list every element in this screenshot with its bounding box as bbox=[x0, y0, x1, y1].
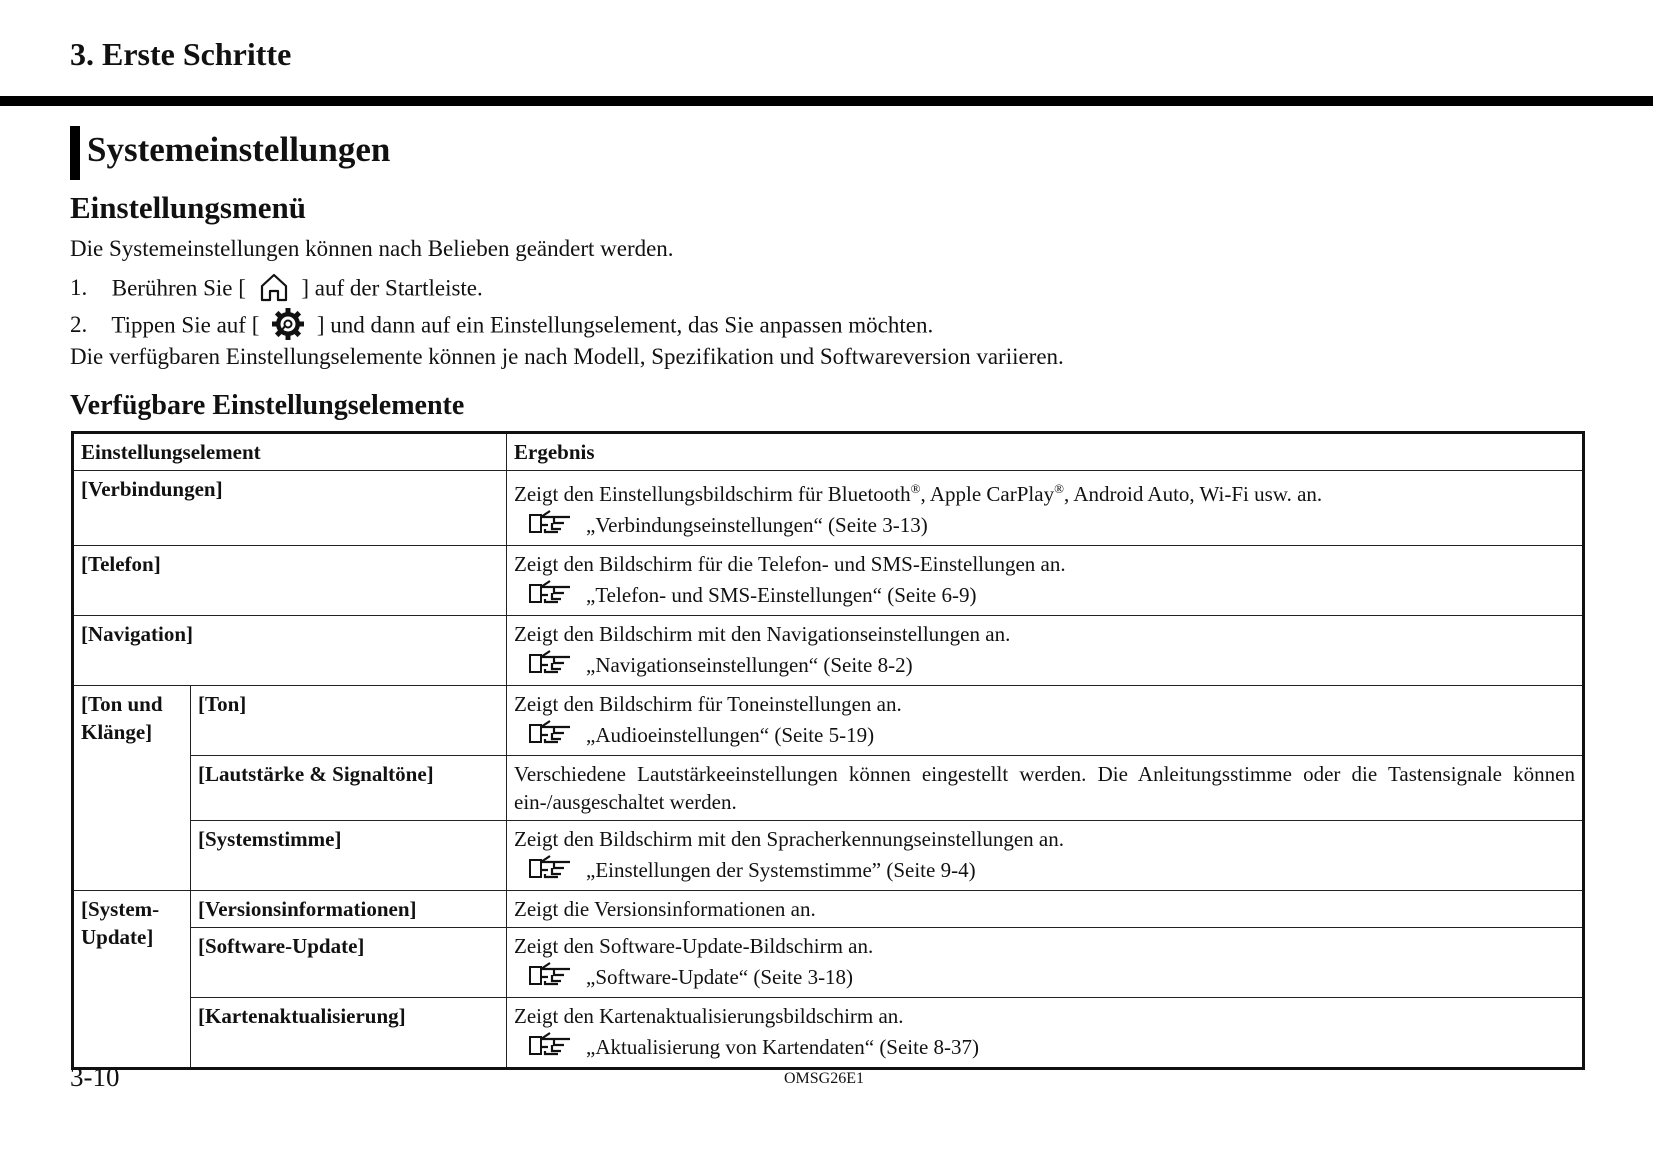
page-reference[interactable]: „Software-Update“ (Seite 3-18) bbox=[514, 960, 1575, 993]
setting-item: [Navigation] bbox=[72, 615, 507, 686]
section-marker bbox=[70, 126, 80, 180]
setting-item: [Systemstimme] bbox=[190, 820, 507, 891]
settings-table: Einstellungselement Ergebnis [Verbindung… bbox=[71, 431, 1585, 1070]
setting-result: Zeigt den Einstellungsbildschirm für Blu… bbox=[506, 470, 1584, 546]
reference-text: „Einstellungen der Systemstimme” (Seite … bbox=[586, 857, 976, 882]
intro-text: Die Systemeinstellungen können nach Beli… bbox=[70, 236, 674, 261]
reference-text: „Software-Update“ (Seite 3-18) bbox=[586, 964, 854, 989]
step-number: 1. bbox=[70, 275, 88, 301]
setting-item: [Lautstärke & Signaltöne] bbox=[190, 755, 507, 821]
gear-icon bbox=[271, 307, 305, 347]
setting-result: Zeigt den Kartenaktualisierungsbildschir… bbox=[506, 997, 1584, 1069]
step-2: 2. Tippen Sie auf [ ] und dann auf ein E… bbox=[70, 307, 933, 347]
setting-result: Zeigt den Software-Update-Bildschirm an.… bbox=[506, 927, 1584, 998]
table-row: [Systemstimme] Zeigt den Bildschirm mit … bbox=[73, 820, 1584, 891]
page-reference[interactable]: „Telefon- und SMS-Einstellungen“ (Seite … bbox=[514, 578, 1575, 611]
page-reference[interactable]: „Einstellungen der Systemstimme” (Seite … bbox=[514, 853, 1575, 886]
result-text: Zeigt den Software-Update-Bildschirm an. bbox=[514, 934, 874, 958]
setting-result: Verschiedene Lautstärkeeinstellungen kön… bbox=[506, 755, 1584, 821]
step-1: 1. Berühren Sie [ ] auf der Startleiste. bbox=[70, 271, 483, 309]
table-title: Verfügbare Einstellungselemente bbox=[70, 390, 465, 421]
registered-mark: ® bbox=[910, 481, 921, 496]
setting-item: [Telefon] bbox=[72, 545, 507, 616]
step-text: ] auf der Startleiste. bbox=[301, 275, 483, 301]
reference-text: „Audioeinstellungen“ (Seite 5-19) bbox=[586, 722, 875, 747]
table-row: [Verbindungen] Zeigt den Einstellungsbil… bbox=[72, 470, 1584, 546]
reference-text: „Aktualisierung von Kartendaten“ (Seite … bbox=[586, 1034, 980, 1059]
result-text: , Android Auto, Wi-Fi usw. an. bbox=[1063, 482, 1323, 506]
subsection-title: Einstellungsmenü bbox=[70, 190, 307, 225]
setting-result: Zeigt den Bildschirm mit den Spracherken… bbox=[506, 820, 1584, 891]
result-text: Zeigt den Einstellungsbildschirm für Blu… bbox=[514, 482, 911, 506]
result-text: Zeigt den Bildschirm für die Telefon- un… bbox=[514, 552, 1066, 576]
header-rule bbox=[0, 96, 1653, 106]
table-row: [Navigation] Zeigt den Bildschirm mit de… bbox=[72, 615, 1584, 686]
table-header-row: Einstellungselement Ergebnis bbox=[72, 432, 1584, 471]
result-text: Zeigt den Kartenaktualisierungsbildschir… bbox=[514, 1004, 904, 1028]
pointing-hand-icon bbox=[528, 718, 576, 751]
result-text: , Apple CarPlay bbox=[920, 482, 1055, 506]
setting-result: Zeigt die Versionsinformationen an. bbox=[506, 890, 1584, 928]
table-row: [Software-Update] Zeigt den Software-Upd… bbox=[73, 927, 1584, 998]
step-text: ] und dann auf ein Einstellungselement, … bbox=[316, 312, 934, 338]
registered-mark: ® bbox=[1054, 481, 1064, 496]
step-text: Berühren Sie [ bbox=[111, 275, 246, 301]
table-row: [Telefon] Zeigt den Bildschirm für die T… bbox=[72, 545, 1584, 616]
column-header: Ergebnis bbox=[506, 432, 1584, 471]
section-title: Systemeinstellungen bbox=[87, 130, 391, 169]
result-text: Zeigt den Bildschirm mit den Navigations… bbox=[514, 622, 1011, 646]
step-number: 2. bbox=[70, 312, 88, 338]
page-reference[interactable]: „Navigationseinstellungen“ (Seite 8-2) bbox=[514, 648, 1575, 681]
setting-item: [Software-Update] bbox=[190, 927, 507, 998]
pointing-hand-icon bbox=[528, 648, 576, 681]
page-number: 3-10 bbox=[70, 1062, 120, 1092]
page-reference[interactable]: „Aktualisierung von Kartendaten“ (Seite … bbox=[514, 1030, 1575, 1063]
table-row: [System-Update] [Versionsinformationen] … bbox=[72, 890, 1584, 1069]
pointing-hand-icon bbox=[528, 853, 576, 886]
chapter-title: 3. Erste Schritte bbox=[70, 36, 292, 72]
result-text: Zeigt den Bildschirm mit den Spracherken… bbox=[514, 827, 1064, 851]
setting-item: [Versionsinformationen] bbox=[190, 890, 507, 928]
setting-result: Zeigt den Bildschirm mit den Navigations… bbox=[506, 615, 1584, 686]
setting-group: [System-Update] bbox=[72, 890, 191, 1069]
setting-result: Zeigt den Bildschirm für die Telefon- un… bbox=[506, 545, 1584, 616]
home-icon bbox=[258, 271, 290, 309]
setting-item: [Ton] bbox=[190, 685, 507, 756]
column-header: Einstellungselement bbox=[72, 432, 507, 471]
table-row: [Ton und Klänge] [Ton] Zeigt den Bildsch… bbox=[72, 685, 1584, 891]
reference-text: „Telefon- und SMS-Einstellungen“ (Seite … bbox=[586, 582, 977, 607]
note-text: Die verfügbaren Einstellungselemente kön… bbox=[70, 344, 1064, 369]
page-reference[interactable]: „Verbindungseinstellungen“ (Seite 3-13) bbox=[514, 508, 1575, 541]
result-text: Zeigt den Bildschirm für Toneinstellunge… bbox=[514, 692, 902, 716]
pointing-hand-icon bbox=[528, 578, 576, 611]
pointing-hand-icon bbox=[528, 508, 576, 541]
document-code: OMSG26E1 bbox=[784, 1070, 865, 1087]
step-text: Tippen Sie auf [ bbox=[111, 312, 260, 338]
reference-text: „Verbindungseinstellungen“ (Seite 3-13) bbox=[586, 512, 928, 537]
setting-item: [Verbindungen] bbox=[72, 470, 507, 546]
pointing-hand-icon bbox=[528, 1030, 576, 1063]
table-row: [Kartenaktualisierung] Zeigt den Kartena… bbox=[73, 997, 1584, 1069]
pointing-hand-icon bbox=[528, 960, 576, 993]
setting-result: Zeigt den Bildschirm für Toneinstellunge… bbox=[506, 685, 1584, 756]
setting-group: [Ton und Klänge] bbox=[72, 685, 191, 891]
table-row: [Lautstärke & Signaltöne] Verschiedene L… bbox=[73, 755, 1584, 821]
page-reference[interactable]: „Audioeinstellungen“ (Seite 5-19) bbox=[514, 718, 1575, 751]
setting-item: [Kartenaktualisierung] bbox=[190, 997, 507, 1069]
reference-text: „Navigationseinstellungen“ (Seite 8-2) bbox=[586, 652, 913, 677]
